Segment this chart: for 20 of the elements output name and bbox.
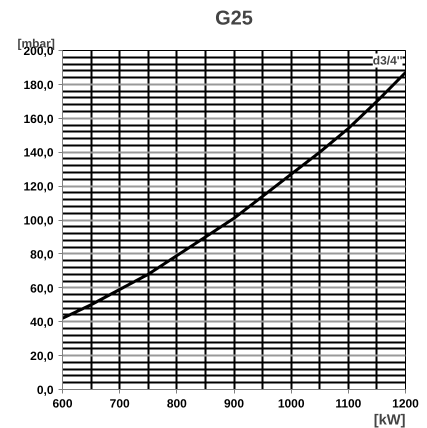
y-tick-label: 100,0 [23, 214, 54, 228]
chart-title: G25 [215, 8, 253, 30]
series-label: d3/4'' [372, 54, 403, 68]
y-tick-label: 180,0 [23, 78, 54, 92]
y-tick-label: 160,0 [23, 112, 54, 126]
x-axis-title: [kW] [374, 412, 406, 428]
y-tick-label: 120,0 [23, 180, 54, 194]
y-tick-label: 40,0 [30, 315, 54, 330]
x-tick-label: 900 [224, 396, 244, 410]
y-tick-label: 60,0 [30, 281, 54, 296]
x-tick-label: 600 [52, 396, 73, 410]
x-tick-label: 1000 [278, 396, 305, 410]
x-tick-label: 1100 [335, 396, 362, 410]
x-tick-label: 700 [110, 396, 130, 410]
x-tick-label: 1200 [392, 396, 420, 410]
y-tick-label: 20,0 [30, 349, 54, 364]
x-tick-label: 800 [166, 396, 188, 410]
y-tick-label: 80,0 [30, 247, 54, 262]
y-tick-label: 0,0 [36, 383, 54, 397]
y-tick-label: 140,0 [23, 146, 54, 160]
